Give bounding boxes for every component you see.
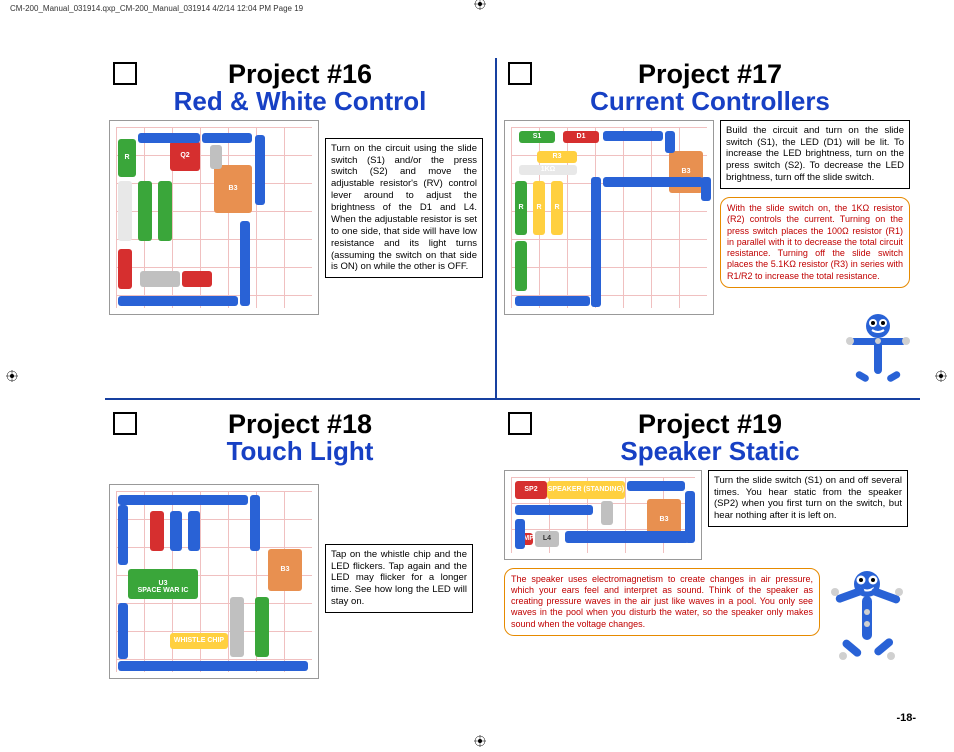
circuit-component <box>240 221 250 306</box>
circuit-component <box>627 481 685 491</box>
circuit-component <box>515 241 527 291</box>
circuit-component <box>138 181 152 241</box>
project-18-instructions: Tap on the whistle chip and the LED flic… <box>325 544 473 613</box>
project-19-number: Project #19 <box>500 410 920 438</box>
circuit-component <box>138 133 200 143</box>
project-16-heading: Project #16 Red & White Control <box>105 60 495 116</box>
circuit-component: B3 <box>268 549 302 591</box>
circuit-component: B3 <box>214 165 252 213</box>
circuit-component: D1 <box>563 131 599 143</box>
project-19-panel: Project #19 Speaker Static SP2SPEAKER (S… <box>500 400 920 730</box>
circuit-component: SPEAKER (STANDING) <box>547 481 625 499</box>
project-18-heading: Project #18 Touch Light <box>105 410 495 466</box>
project-19-callout: The speaker uses electromagnetism to cre… <box>504 568 820 636</box>
project-19-heading: Project #19 Speaker Static <box>500 410 920 466</box>
circuit-component <box>665 131 675 153</box>
circuit-component <box>188 511 200 551</box>
project-16-number: Project #16 <box>105 60 495 88</box>
registration-mark-icon <box>474 0 486 10</box>
circuit-component <box>230 597 244 657</box>
circuit-component <box>118 181 132 241</box>
circuit-component: R <box>551 181 563 235</box>
circuit-component: R <box>515 181 527 235</box>
project-17-panel: Project #17 Current Controllers S1 D1 R3 1K… <box>500 50 920 398</box>
project-17-number: Project #17 <box>500 60 920 88</box>
circuit-component <box>591 177 601 307</box>
circuit-component <box>202 133 252 143</box>
circuit-component: S1 <box>519 131 555 143</box>
circuit-component <box>701 177 711 201</box>
vertical-divider <box>495 58 497 398</box>
circuit-component <box>255 597 269 657</box>
project-17-circuit-diagram: S1D1R31KΩB3RRR <box>504 120 714 315</box>
circuit-component <box>515 505 593 515</box>
circuit-component <box>118 661 308 671</box>
circuit-component <box>158 181 172 241</box>
circuit-component <box>603 131 663 141</box>
circuit-component <box>515 296 590 306</box>
circuit-component <box>565 531 689 543</box>
circuit-component <box>210 145 222 169</box>
project-17-title: Current Controllers <box>500 88 920 115</box>
project-18-circuit-diagram: U3SPACE WAR ICWHISTLE CHIPB3 <box>109 484 319 679</box>
circuit-component <box>140 271 180 287</box>
project-18-number: Project #18 <box>105 410 495 438</box>
circuit-component: L4 <box>535 531 559 547</box>
circuit-component: WHISTLE CHIP <box>170 633 228 649</box>
project-19-instructions: Turn the slide switch (S1) on and off se… <box>708 470 908 528</box>
project-16-instructions: Turn on the circuit using the slide swit… <box>325 138 483 279</box>
page-content: Project #16 Red & White Control R Q2 B3 Tu… <box>105 50 920 740</box>
project-19-circuit-diagram: SP2SPEAKER (STANDING)B3L4LAMP <box>504 470 702 560</box>
circuit-component <box>150 511 164 551</box>
circuit-component <box>118 296 238 306</box>
circuit-component <box>170 511 182 551</box>
registration-mark-icon <box>6 370 18 382</box>
circuit-component <box>118 495 248 505</box>
mascot-icon <box>842 312 914 392</box>
circuit-component <box>603 177 703 187</box>
project-17-heading: Project #17 Current Controllers <box>500 60 920 116</box>
circuit-component <box>118 505 128 565</box>
doc-header-text: CM-200_Manual_031914.qxp_CM-200_Manual_0… <box>10 4 303 13</box>
circuit-component: SPACE WAR IC <box>128 585 198 597</box>
project-17-instructions: Build the circuit and turn on the slide … <box>720 120 910 189</box>
page-number: -18- <box>896 712 916 724</box>
mascot-icon <box>826 568 908 678</box>
circuit-component: R <box>118 139 136 177</box>
circuit-component <box>601 501 613 525</box>
registration-mark-icon <box>935 370 947 382</box>
circuit-component <box>182 271 212 287</box>
project-16-title: Red & White Control <box>105 88 495 115</box>
circuit-component <box>515 519 525 549</box>
circuit-component <box>118 603 128 659</box>
circuit-component: Q2 <box>170 141 200 171</box>
project-17-callout: With the slide switch on, the 1KΩ resist… <box>720 197 910 288</box>
project-18-panel: Project #18 Touch Light U3SPACE WAR ICWH… <box>105 400 495 730</box>
circuit-component: R3 <box>537 151 577 163</box>
circuit-component: R <box>533 181 545 235</box>
circuit-component <box>118 249 132 289</box>
circuit-component <box>255 135 265 205</box>
project-16-panel: Project #16 Red & White Control R Q2 B3 Tu… <box>105 50 495 398</box>
project-16-circuit-diagram: R Q2 B3 <box>109 120 319 315</box>
circuit-component: SP2 <box>515 481 547 499</box>
project-19-title: Speaker Static <box>500 438 920 465</box>
circuit-component <box>250 495 260 551</box>
project-18-title: Touch Light <box>105 438 495 465</box>
circuit-component: 1KΩ <box>519 165 577 175</box>
